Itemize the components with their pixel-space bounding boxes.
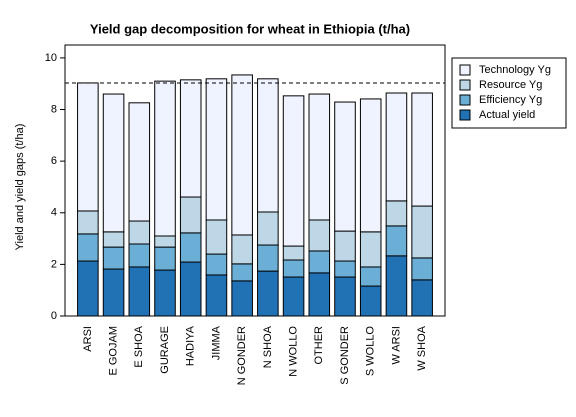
x-tick-label: HADIYA <box>185 325 197 366</box>
bar-segment <box>231 74 253 236</box>
bar-segment <box>308 93 331 221</box>
bar-segment <box>257 78 279 213</box>
bar-segment <box>308 250 331 274</box>
bar-segment <box>334 260 356 278</box>
bar-segment <box>205 78 228 221</box>
legend-label: Technology Yg <box>479 64 551 76</box>
x-tick-label: ARSI <box>82 326 94 352</box>
bar-segment <box>154 269 176 317</box>
x-tick-label: S WOLLO <box>365 326 377 377</box>
legend-frame <box>451 57 567 129</box>
bar-segment <box>359 98 382 233</box>
bar-segment <box>385 92 408 202</box>
x-tick-label: N GONDER <box>236 326 248 385</box>
bar-segment <box>154 235 176 248</box>
y-tick-label: 2 <box>51 258 57 270</box>
bar-segment <box>359 285 382 317</box>
bar-segment <box>179 79 202 198</box>
legend-label: Efficiency Yg <box>479 94 542 106</box>
bar-segment <box>334 230 356 262</box>
bar-segment <box>282 259 305 278</box>
y-tick-label: 8 <box>51 103 57 115</box>
legend-swatch <box>459 109 471 121</box>
bar-segment <box>282 245 305 261</box>
bar-segment <box>128 220 151 245</box>
legend-swatch <box>459 94 471 106</box>
y-axis-label: Yield and yield gaps (t/ha) <box>14 124 26 251</box>
legend-swatch <box>459 64 471 76</box>
x-tick-label: JIMMA <box>210 325 222 360</box>
bar-segment <box>179 196 202 234</box>
bar-segment <box>77 82 99 212</box>
bar-segment <box>411 279 433 317</box>
bar-segment <box>77 260 99 317</box>
y-tick-label: 10 <box>45 52 57 64</box>
bar-segment <box>359 266 382 287</box>
bar-segment <box>257 244 279 272</box>
bar-segment <box>257 270 279 317</box>
x-tick-label: OTHER <box>313 326 325 365</box>
bar-segment <box>77 210 99 235</box>
bar-segment <box>128 266 151 317</box>
chart-title: Yield gap decomposition for wheat in Eth… <box>90 21 410 36</box>
x-tick-label: S GONDER <box>339 326 351 385</box>
bar-segment <box>385 255 408 317</box>
bar-segment <box>179 232 202 263</box>
y-tick-label: 0 <box>51 310 57 322</box>
bar-segment <box>385 225 408 257</box>
x-tick-label: W SHOA <box>416 325 428 370</box>
bar-segment <box>102 231 125 248</box>
x-tick-label: N SHOA <box>262 325 274 368</box>
bar-segment <box>411 92 433 207</box>
bar-segment <box>282 95 305 247</box>
bar-segment <box>102 268 125 317</box>
bar-segment <box>385 200 408 227</box>
bar-segment <box>179 261 202 317</box>
bar-segment <box>128 243 151 268</box>
bar-segment <box>257 211 279 246</box>
bar-segment <box>282 276 305 317</box>
bar-segment <box>128 102 151 222</box>
bar-segment <box>102 93 125 233</box>
x-tick-label: E SHOA <box>133 325 145 367</box>
legend-label: Resource Yg <box>479 79 542 91</box>
x-tick-label: E GOJAM <box>107 326 119 376</box>
bar-segment <box>334 276 356 317</box>
x-tick-label: W ARSI <box>390 326 402 365</box>
bar-segment <box>308 272 331 317</box>
legend-swatch <box>459 79 471 91</box>
bar-segment <box>359 231 382 268</box>
bar-segment <box>231 263 253 282</box>
bar-segment <box>411 257 433 281</box>
bar-segment <box>205 253 228 276</box>
legend-label: Actual yield <box>479 109 535 121</box>
bar-segment <box>154 246 176 271</box>
bar-segment <box>154 80 176 237</box>
bar-segment <box>334 101 356 232</box>
bar-segment <box>77 233 99 262</box>
x-tick-label: GURAGE <box>159 326 171 374</box>
bar-segment <box>205 274 228 317</box>
bar-segment <box>231 234 253 265</box>
bar-segment <box>231 280 253 317</box>
x-tick-label: N WOLLO <box>287 326 299 377</box>
plot-frame <box>64 44 446 317</box>
bar-segment <box>205 219 228 255</box>
bar-segment <box>411 205 433 259</box>
y-tick-label: 6 <box>51 155 57 167</box>
bar-segment <box>102 246 125 270</box>
bar-segment <box>308 219 331 252</box>
y-tick-label: 4 <box>51 207 57 219</box>
